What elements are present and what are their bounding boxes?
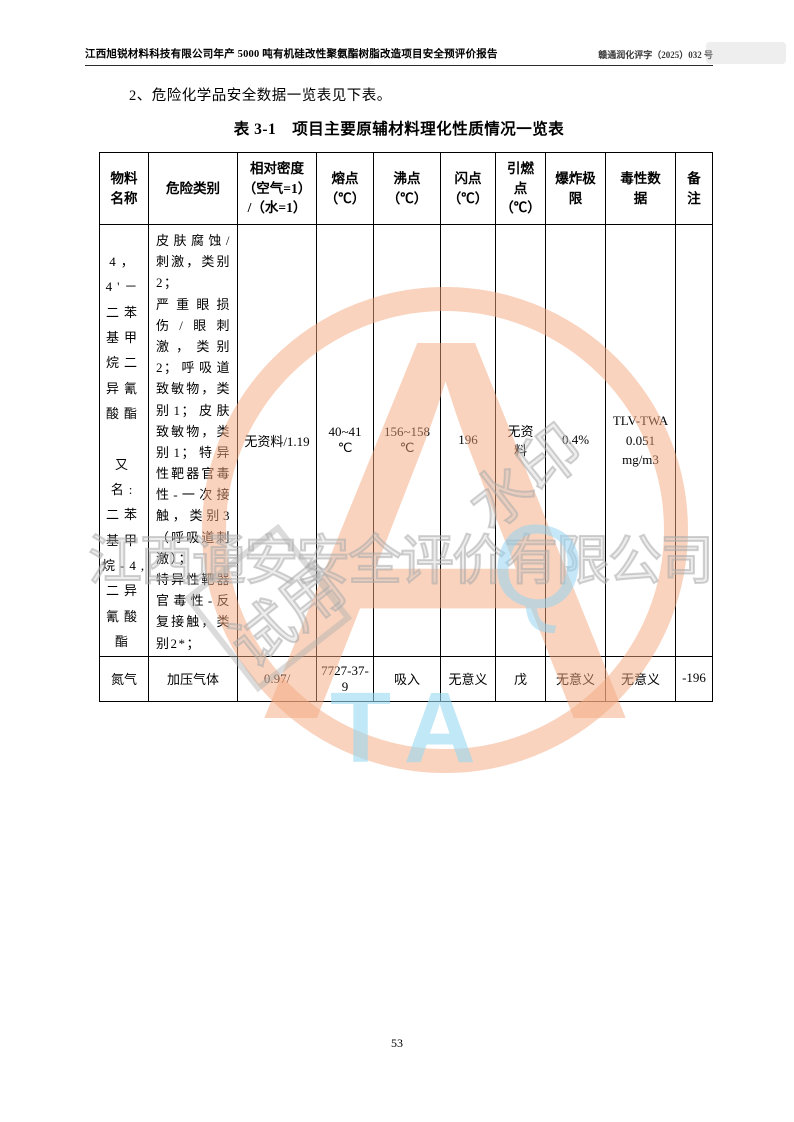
cell-toxicity-data: 无意义 [605, 655, 676, 702]
cell-relative-density: 0.97/ [237, 655, 317, 702]
cell-boiling-point: 156~158 ℃ [373, 224, 441, 657]
materials-properties-table: 物料 名称 危险类别 相对密度 （空气=1） /（水=1） 熔点 （℃） 沸点 … [99, 152, 713, 702]
header-document-number: 赣通润化评字（2025）032 号 [598, 50, 713, 60]
page-number: 53 [391, 1036, 403, 1050]
cell-material-name: 氮气 [99, 655, 149, 702]
cell-material-name: 4，4'－二苯基甲烷二异氰酸酯 又名:二苯基甲烷-4,4'-二异氰酸酯 [99, 224, 149, 657]
cell-melting-point: 7727-37-9 [316, 655, 374, 702]
cell-explosive-limit: 0.4% [545, 224, 606, 657]
cell-ignition-point: 戊 [495, 655, 546, 702]
cell-hazard-class: 皮肤腐蚀/刺激，类别2； 严重眼损伤/眼刺激，类别2；呼吸道致敏物，类别1；皮肤… [148, 224, 238, 657]
cell-ignition-point: 无资 料 [495, 224, 546, 657]
col-header-toxicity-data: 毒性数 据 [605, 152, 676, 225]
table-title: 表 3-1 项目主要原辅材料理化性质情况一览表 [233, 121, 565, 138]
cell-remark [675, 224, 713, 657]
cell-flash-point: 无意义 [440, 655, 496, 702]
table-row-mdi: 4，4'－二苯基甲烷二异氰酸酯 又名:二苯基甲烷-4,4'-二异氰酸酯 皮肤腐蚀… [99, 224, 713, 657]
header-report-title: 江西旭锐材料科技有限公司年产 5000 吨有机硅改性聚氨酯树脂改造项目安全预评价… [85, 49, 498, 60]
col-header-boiling-point: 沸点 （℃） [373, 152, 441, 225]
cell-boiling-point: 吸入 [373, 655, 441, 702]
col-header-melting-point: 熔点 （℃） [316, 152, 374, 225]
col-header-hazard-class: 危险类别 [148, 152, 238, 225]
col-header-ignition-point: 引燃 点 （℃） [495, 152, 546, 225]
cell-melting-point: 40~41 ℃ [316, 224, 374, 657]
cell-relative-density: 无资料/1.19 [237, 224, 317, 657]
cell-hazard-class: 加压气体 [148, 655, 238, 702]
cell-flash-point: 196 [440, 224, 496, 657]
table-header-row: 物料 名称 危险类别 相对密度 （空气=1） /（水=1） 熔点 （℃） 沸点 … [99, 152, 713, 225]
col-header-flash-point: 闪点 （℃） [440, 152, 496, 225]
intro-paragraph: 2、危险化学品安全数据一览表见下表。 [129, 88, 392, 104]
scan-smudge [706, 42, 786, 64]
col-header-relative-density: 相对密度 （空气=1） /（水=1） [237, 152, 317, 225]
col-header-explosive-limit: 爆炸极 限 [545, 152, 606, 225]
col-header-material-name: 物料 名称 [99, 152, 149, 225]
cell-remark: -196 [675, 655, 713, 702]
cell-toxicity-data: TLV-TWA 0.051 mg/m3 [605, 224, 676, 657]
cell-explosive-limit: 无意义 [545, 655, 606, 702]
col-header-remark: 备 注 [675, 152, 713, 225]
table-row-nitrogen: 氮气 加压气体 0.97/ 7727-37-9 吸入 无意义 戊 无意义 无意义… [99, 655, 713, 702]
page-header: 江西旭锐材料科技有限公司年产 5000 吨有机硅改性聚氨酯树脂改造项目安全预评价… [85, 46, 713, 66]
